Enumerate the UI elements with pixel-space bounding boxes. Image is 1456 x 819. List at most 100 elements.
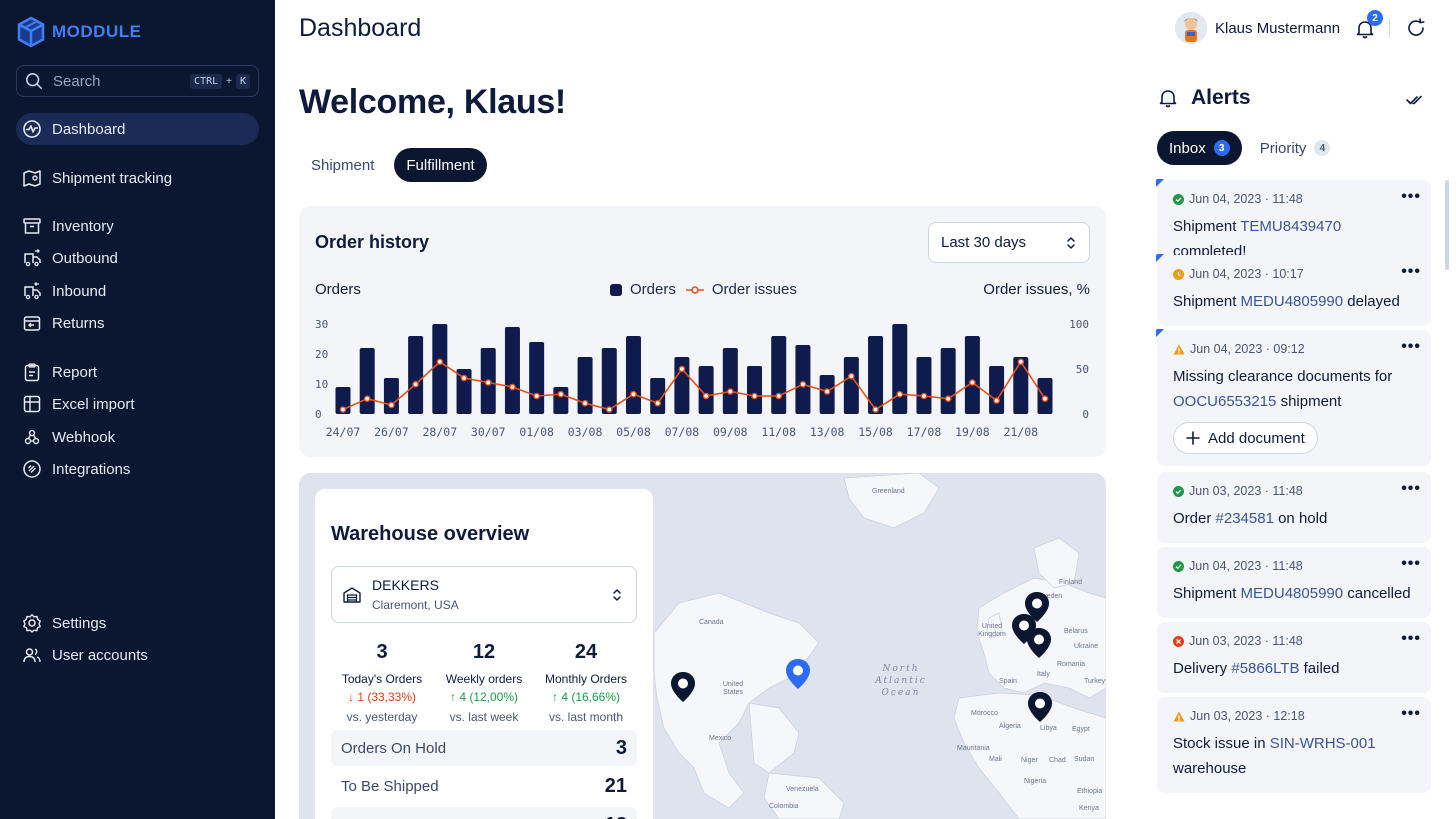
- more-options-icon[interactable]: •••: [1401, 188, 1421, 205]
- sidebar-item-label: Report: [52, 363, 98, 381]
- to-be-shipped-row[interactable]: To Be Shipped 21: [331, 768, 637, 804]
- map-label: Libya: [1040, 725, 1057, 732]
- sidebar-item-webhook[interactable]: Webhook: [16, 421, 259, 453]
- x-tick-label: 15/08: [858, 425, 893, 439]
- alert-reference-link[interactable]: #234581: [1215, 510, 1274, 527]
- map-label: Morocco: [971, 710, 998, 717]
- x-tick-label: 13/08: [810, 425, 845, 439]
- bar-orders: [625, 336, 641, 414]
- stat-monthly-orders: 24 Monthly Orders ↑ 4 (16,66%) vs. last …: [535, 641, 637, 724]
- warehouse-select[interactable]: DEKKERS Claremont, USA: [331, 566, 637, 623]
- tab-priority[interactable]: Priority 4: [1248, 131, 1343, 165]
- logo-text: MODDULE: [52, 22, 142, 41]
- pending-status-icon: [1173, 268, 1184, 280]
- avatar: [1175, 12, 1207, 44]
- more-options-icon[interactable]: •••: [1401, 555, 1421, 572]
- selected-warehouse-pin-icon[interactable]: [785, 658, 811, 690]
- more-options-icon[interactable]: •••: [1401, 338, 1421, 355]
- x-tick-label: 19/08: [955, 425, 990, 439]
- tab-fulfillment[interactable]: Fulfillment: [394, 148, 487, 182]
- chevron-up-down-icon: [1067, 236, 1075, 249]
- search-placeholder: Search: [53, 72, 101, 90]
- order-history-card: Order history Last 30 days Orders Orders…: [299, 206, 1106, 457]
- user-menu[interactable]: Klaus Mustermann: [1175, 12, 1340, 44]
- alert-card[interactable]: ! Jun 04, 2023 · 09:12 Missing clearance d…: [1156, 329, 1431, 466]
- legend-orders-swatch: [610, 283, 622, 296]
- row-value: 18: [605, 814, 627, 819]
- mark-all-read-icon[interactable]: [1405, 90, 1425, 110]
- warehouse-overview-panel: Warehouse overview DEKKERS Claremont, US…: [315, 489, 653, 819]
- alert-reference-link[interactable]: MEDU4805990: [1240, 585, 1344, 602]
- refresh-icon[interactable]: [1405, 17, 1427, 39]
- sidebar-item-returns[interactable]: Returns: [16, 307, 259, 339]
- sidebar-item-inventory[interactable]: Inventory: [16, 210, 259, 242]
- map-label: Mauritania: [957, 745, 990, 752]
- sidebar-item-label: Dashboard: [52, 120, 126, 138]
- more-options-icon[interactable]: •••: [1401, 480, 1421, 497]
- notification-count-badge: 2: [1367, 10, 1383, 26]
- map-label: Nigeria: [1024, 778, 1047, 785]
- orders-on-hold-row[interactable]: Orders On Hold 3: [331, 730, 637, 766]
- alert-reference-link[interactable]: #5866LTB: [1231, 660, 1300, 677]
- alert-reference-link[interactable]: OOCU6553215: [1173, 393, 1277, 410]
- bar-orders: [795, 345, 811, 414]
- warehouse-pin-icon[interactable]: [1027, 691, 1053, 723]
- point-order-issues: [412, 381, 419, 388]
- map-label: Greenland: [872, 488, 905, 495]
- warehouse-pin-icon[interactable]: [1024, 591, 1050, 623]
- warehouse-pin-icon[interactable]: [670, 671, 696, 703]
- x-tick-label: 17/08: [907, 425, 942, 439]
- more-options-icon[interactable]: •••: [1401, 705, 1421, 722]
- search-box[interactable]: Search CTRL + K: [16, 65, 259, 97]
- app-logo[interactable]: MODDULE: [16, 16, 141, 48]
- sidebar-item-excel-import[interactable]: Excel import: [16, 388, 259, 420]
- sidebar-item-settings[interactable]: Settings: [16, 607, 259, 639]
- alert-reference-link[interactable]: SIN-WRHS-001: [1269, 735, 1376, 752]
- bar-orders: [843, 357, 859, 414]
- alert-reference-link[interactable]: TEMU8439470: [1240, 218, 1342, 235]
- x-tick-label: 26/07: [374, 425, 409, 439]
- sidebar-item-label: Integrations: [52, 460, 131, 478]
- alert-reference-link[interactable]: MEDU4805990: [1240, 293, 1344, 310]
- clipboard-icon: [24, 363, 40, 382]
- sidebar-item-report[interactable]: Report: [16, 356, 259, 388]
- alert-timestamp: Jun 04, 2023 · 09:12: [1190, 342, 1305, 356]
- x-tick-label: 01/08: [519, 425, 554, 439]
- more-options-icon[interactable]: •••: [1401, 630, 1421, 647]
- alert-card[interactable]: ! Jun 03, 2023 · 12:18 Stock issue in SIN-…: [1157, 697, 1431, 793]
- sidebar-item-user-accounts[interactable]: User accounts: [16, 639, 259, 671]
- bar-orders: [698, 366, 714, 414]
- sidebar-item-inbound[interactable]: Inbound: [16, 275, 259, 307]
- alert-card[interactable]: Jun 04, 2023 · 10:17 Shipment MEDU4805990…: [1156, 254, 1431, 326]
- sidebar-item-outbound[interactable]: Outbound: [16, 242, 259, 274]
- tab-label: Inbox: [1169, 139, 1206, 157]
- integrations-icon: [23, 460, 41, 478]
- bar-orders: [504, 327, 520, 414]
- x-tick-label: 07/08: [665, 425, 700, 439]
- row-label: To Be Shipped: [341, 777, 439, 795]
- warehouse-map-card: Greenland Canada United States Mexico Fi…: [299, 473, 1106, 819]
- sidebar-item-integrations[interactable]: Integrations: [16, 453, 259, 485]
- alert-card[interactable]: Jun 03, 2023 · 11:48 Delivery #5866LTB fa…: [1157, 622, 1431, 693]
- point-order-issues: [823, 388, 831, 395]
- return-icon: [23, 316, 41, 331]
- tab-inbox[interactable]: Inbox 3: [1157, 131, 1242, 165]
- alert-card[interactable]: Jun 03, 2023 · 11:48 Order #234581 on hol…: [1157, 472, 1431, 543]
- add-document-button[interactable]: Add document: [1173, 422, 1318, 454]
- warehouse-pin-icon[interactable]: [1026, 627, 1052, 659]
- chevron-up-down-icon: [613, 589, 621, 601]
- sidebar-item-dashboard[interactable]: Dashboard: [16, 113, 259, 145]
- alerts-scrollbar[interactable]: [1445, 180, 1449, 270]
- map-label: Sweden: [1037, 593, 1063, 600]
- warehouse-row[interactable]: 18: [331, 807, 637, 819]
- date-range-select[interactable]: Last 30 days: [928, 222, 1090, 263]
- alert-card[interactable]: Jun 04, 2023 · 11:48 Shipment MEDU4805990…: [1157, 547, 1431, 618]
- stat-value: 3: [376, 641, 388, 663]
- webhook-icon: [24, 429, 40, 445]
- bar-orders: [722, 348, 738, 414]
- tab-shipment[interactable]: Shipment: [311, 156, 375, 174]
- sidebar-item-shipment-tracking[interactable]: Shipment tracking: [16, 162, 259, 194]
- notifications-bell-icon[interactable]: [1354, 18, 1376, 40]
- bar-orders: [940, 348, 956, 414]
- more-options-icon[interactable]: •••: [1401, 263, 1421, 280]
